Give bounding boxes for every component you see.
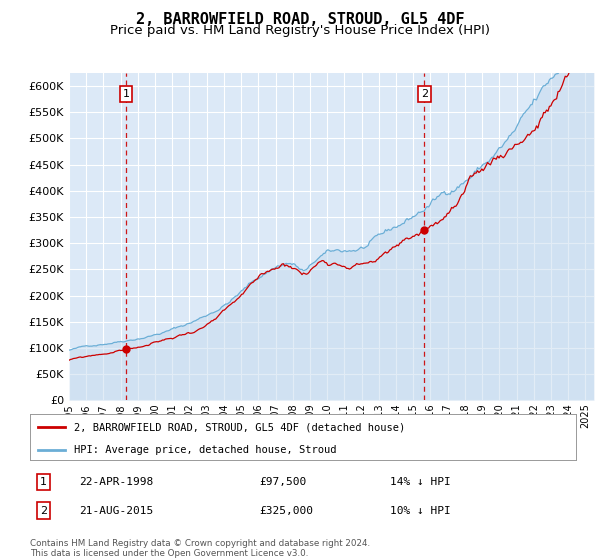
Text: 2, BARROWFIELD ROAD, STROUD, GL5 4DF (detached house): 2, BARROWFIELD ROAD, STROUD, GL5 4DF (de… [74,422,405,432]
Text: £97,500: £97,500 [259,477,307,487]
Text: 2, BARROWFIELD ROAD, STROUD, GL5 4DF: 2, BARROWFIELD ROAD, STROUD, GL5 4DF [136,12,464,27]
Text: Price paid vs. HM Land Registry's House Price Index (HPI): Price paid vs. HM Land Registry's House … [110,24,490,37]
Text: 2: 2 [40,506,47,516]
Text: 14% ↓ HPI: 14% ↓ HPI [391,477,451,487]
Text: 21-AUG-2015: 21-AUG-2015 [79,506,154,516]
Text: 1: 1 [40,477,47,487]
Text: Contains HM Land Registry data © Crown copyright and database right 2024.
This d: Contains HM Land Registry data © Crown c… [30,539,370,558]
Text: HPI: Average price, detached house, Stroud: HPI: Average price, detached house, Stro… [74,445,336,455]
Text: £325,000: £325,000 [259,506,313,516]
Text: 2: 2 [421,89,428,99]
Text: 1: 1 [122,89,130,99]
Text: 10% ↓ HPI: 10% ↓ HPI [391,506,451,516]
Text: 22-APR-1998: 22-APR-1998 [79,477,154,487]
